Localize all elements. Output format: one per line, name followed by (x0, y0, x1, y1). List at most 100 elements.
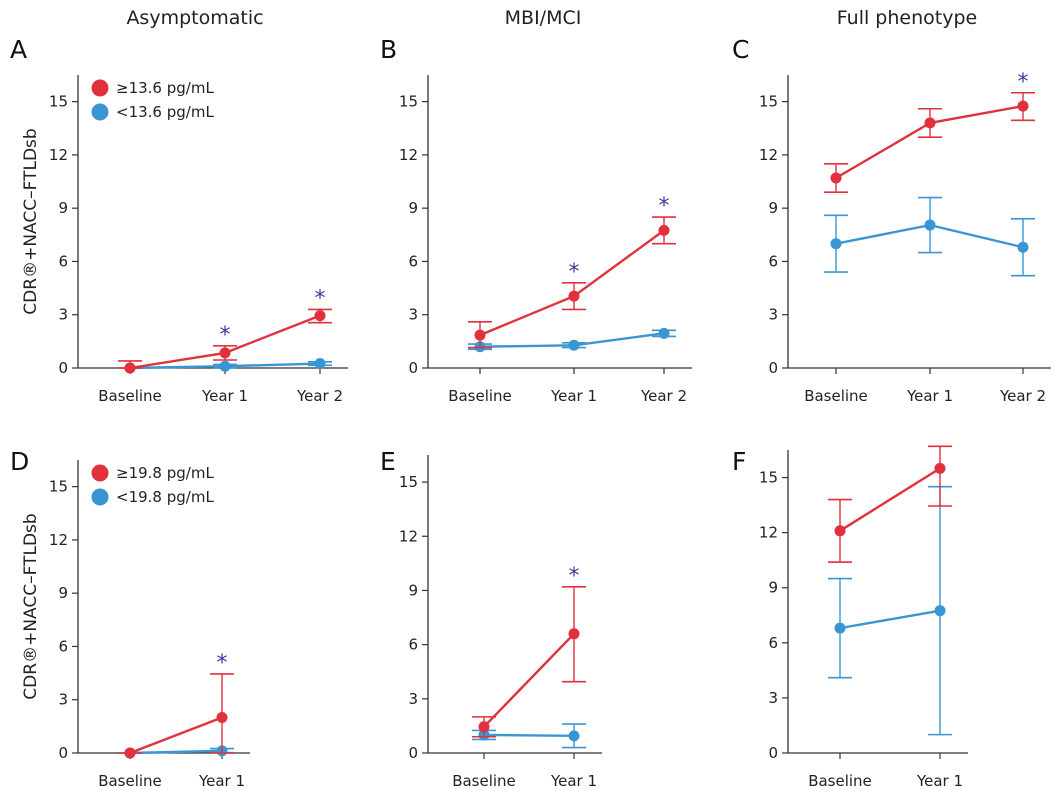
significance-star: * (217, 651, 228, 676)
y-tick-label: 3 (768, 306, 778, 324)
series-high (118, 673, 234, 759)
x-tick-label: Baseline (448, 387, 512, 405)
y-tick-label: 0 (408, 744, 418, 762)
series-line (129, 749, 223, 755)
data-point (924, 219, 936, 231)
panel-a: A 0 3 6 9 12 15 Baseline Year 1 Year 2 CDR®+NACC–F… (10, 35, 348, 405)
x-tick-label: Baseline (98, 387, 162, 405)
series-low (468, 327, 676, 353)
x-tick-label: Year 1 (198, 772, 245, 790)
data-point (834, 622, 846, 634)
panel-letter: C (732, 35, 749, 64)
y-tick-label: 3 (408, 690, 418, 708)
y-tick-label: 6 (768, 634, 778, 652)
y-tick-label: 9 (408, 199, 418, 217)
series-high (828, 445, 952, 563)
data-point (1017, 241, 1029, 253)
y-tick-label: 12 (759, 524, 778, 542)
y-tick-label: 3 (58, 306, 68, 324)
y-tick-label: 15 (399, 473, 418, 491)
y-tick-label: 6 (408, 636, 418, 654)
data-point (314, 358, 326, 370)
x-tick-label: Year 2 (296, 387, 343, 405)
legend-label: ≥19.8 pg/mL (116, 464, 214, 482)
x-tick-label: Year 1 (906, 387, 953, 405)
y-tick-label: 15 (49, 93, 68, 111)
y-tick-label: 3 (768, 689, 778, 707)
y-tick-label: 3 (58, 691, 68, 709)
y-tick-label: 9 (768, 579, 778, 597)
significance-star: * (659, 194, 670, 219)
data-point (830, 238, 842, 250)
series-line (839, 467, 941, 532)
data-point (219, 347, 231, 359)
y-axis-label: CDR®+NACC–FTLDsb (21, 513, 41, 699)
x-tick-label: Baseline (808, 772, 872, 790)
y-tick-label: 0 (58, 359, 68, 377)
x-tick-label: Year 1 (550, 772, 597, 790)
data-point (830, 172, 842, 184)
y-tick-label: 12 (399, 146, 418, 164)
panel-d: D 0 3 6 9 12 15 Baseline Year 1 CDR®+NACC–FTLDsb *… (10, 447, 250, 790)
series-line (483, 733, 575, 738)
data-point (1017, 100, 1029, 112)
panel-c: C 0 3 6 9 12 15 Baseline Year 1 Year 2 * (732, 35, 1051, 405)
y-tick-label: 0 (768, 359, 778, 377)
legend-label: <13.6 pg/mL (116, 103, 214, 121)
y-tick-label: 6 (408, 252, 418, 270)
series-line (129, 716, 223, 755)
y-tick-label: 6 (768, 252, 778, 270)
data-point (478, 721, 490, 733)
legend-marker (91, 103, 109, 121)
x-tick-label: Year 2 (640, 387, 687, 405)
series-line (839, 609, 941, 630)
x-tick-label: Baseline (804, 387, 868, 405)
y-tick-label: 15 (399, 93, 418, 111)
x-tick-label: Year 1 (201, 387, 248, 405)
x-tick-label: Baseline (452, 772, 516, 790)
series-high (118, 308, 332, 374)
column-title-mbi-mci: MBI/MCI (505, 7, 582, 29)
column-title-asymptomatic: Asymptomatic (126, 7, 263, 29)
series-low (824, 196, 1035, 277)
y-tick-label: 9 (58, 584, 68, 602)
data-point (658, 327, 670, 339)
data-point (924, 117, 936, 129)
x-tick-label: Year 1 (916, 772, 963, 790)
y-tick-label: 0 (408, 359, 418, 377)
significance-star: * (1018, 70, 1029, 95)
x-tick-label: Year 1 (550, 387, 597, 405)
data-point (474, 329, 486, 341)
legend-label: ≥13.6 pg/mL (116, 79, 214, 97)
y-tick-label: 12 (49, 146, 68, 164)
series-low (828, 485, 952, 736)
significance-star: * (569, 564, 580, 589)
data-point (568, 730, 580, 742)
y-tick-label: 6 (58, 637, 68, 655)
y-tick-label: 15 (49, 478, 68, 496)
series-high (824, 91, 1035, 193)
legend-label: <19.8 pg/mL (116, 488, 214, 506)
panel-e: E 0 3 6 9 12 15 Baseline Year 1 * (380, 447, 602, 790)
y-tick-label: 9 (58, 199, 68, 217)
column-title-full-phenotype: Full phenotype (837, 7, 977, 29)
y-tick-label: 12 (49, 531, 68, 549)
data-point (658, 224, 670, 236)
y-tick-label: 15 (759, 93, 778, 111)
series-high (468, 216, 676, 349)
panel-letter: A (10, 35, 27, 64)
legend-marker (91, 488, 109, 506)
panel-f: F 0 3 6 9 12 15 Baseline Year 1 (732, 445, 968, 790)
x-tick-label: Baseline (98, 772, 162, 790)
panel-letter: B (380, 35, 397, 64)
data-point (568, 628, 580, 640)
y-tick-label: 3 (408, 306, 418, 324)
data-point (568, 290, 580, 302)
data-point (568, 339, 580, 351)
significance-star: * (220, 323, 231, 348)
panels: A 0 3 6 9 12 15 Baseline Year 1 Year 2 CDR®+NACC–F… (10, 35, 1051, 790)
panel-letter: E (380, 447, 396, 476)
y-tick-label: 9 (408, 581, 418, 599)
data-point (834, 525, 846, 537)
